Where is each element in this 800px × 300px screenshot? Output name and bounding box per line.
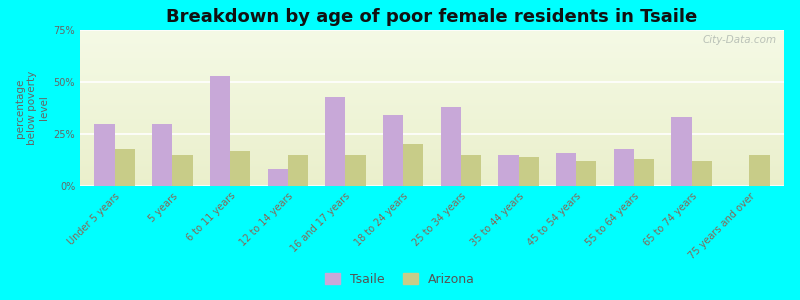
- Bar: [441, 107, 461, 186]
- Bar: [230, 151, 250, 186]
- Bar: [346, 155, 366, 186]
- Bar: [556, 153, 576, 186]
- Bar: [403, 144, 423, 186]
- Bar: [461, 155, 481, 186]
- Bar: [152, 124, 172, 186]
- Bar: [518, 157, 538, 186]
- Bar: [614, 148, 634, 186]
- Bar: [267, 169, 288, 186]
- Legend: Tsaile, Arizona: Tsaile, Arizona: [320, 268, 480, 291]
- Bar: [288, 155, 308, 186]
- Bar: [383, 115, 403, 186]
- Bar: [172, 155, 193, 186]
- Bar: [94, 124, 114, 186]
- Bar: [634, 159, 654, 186]
- Bar: [210, 76, 230, 186]
- Bar: [576, 161, 597, 186]
- Bar: [671, 117, 692, 186]
- Bar: [498, 155, 518, 186]
- Bar: [750, 155, 770, 186]
- Y-axis label: percentage
below poverty
level: percentage below poverty level: [14, 71, 50, 145]
- Title: Breakdown by age of poor female residents in Tsaile: Breakdown by age of poor female resident…: [166, 8, 698, 26]
- Bar: [692, 161, 712, 186]
- Bar: [114, 148, 135, 186]
- Bar: [326, 97, 346, 186]
- Text: City-Data.com: City-Data.com: [703, 35, 777, 45]
